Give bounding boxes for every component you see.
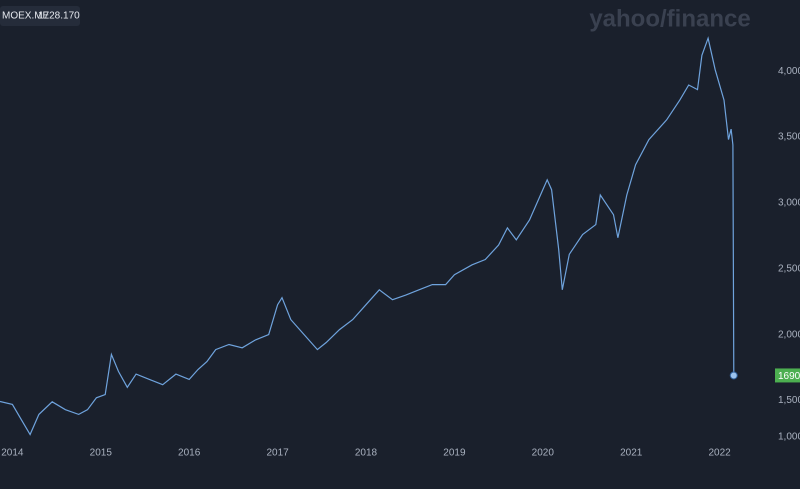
y-tick-label: 1,500 — [778, 395, 800, 406]
y-tick-label: 1,000 — [778, 432, 800, 443]
y-tick-label: 4,000 — [778, 66, 800, 77]
y-tick-label: 3,000 — [778, 198, 800, 209]
y-tick-label: 3,500 — [778, 132, 800, 143]
y-tick-label: 2,000 — [778, 329, 800, 340]
y-tick-label: 2,500 — [778, 263, 800, 274]
x-tick-label: 2018 — [355, 448, 378, 459]
x-tick-label: 2022 — [708, 448, 731, 459]
x-tick-label: 2017 — [266, 448, 289, 459]
x-tick-label: 2020 — [532, 448, 555, 459]
price-line — [0, 36, 735, 436]
x-tick-label: 2019 — [443, 448, 466, 459]
x-tick-label: 2021 — [620, 448, 643, 459]
x-tick-label: 2016 — [178, 448, 201, 459]
x-tick-label: 2014 — [1, 448, 24, 459]
watermark: yahoo/finance — [589, 5, 750, 32]
last-point — [729, 371, 738, 380]
price-badge — [775, 368, 800, 383]
price-badge-label: 1690 — [778, 371, 800, 382]
x-tick-label: 2015 — [90, 448, 113, 459]
price: 1728.170 — [38, 11, 80, 22]
header-box — [0, 6, 80, 26]
ticker: MOEX.ME — [2, 11, 50, 22]
